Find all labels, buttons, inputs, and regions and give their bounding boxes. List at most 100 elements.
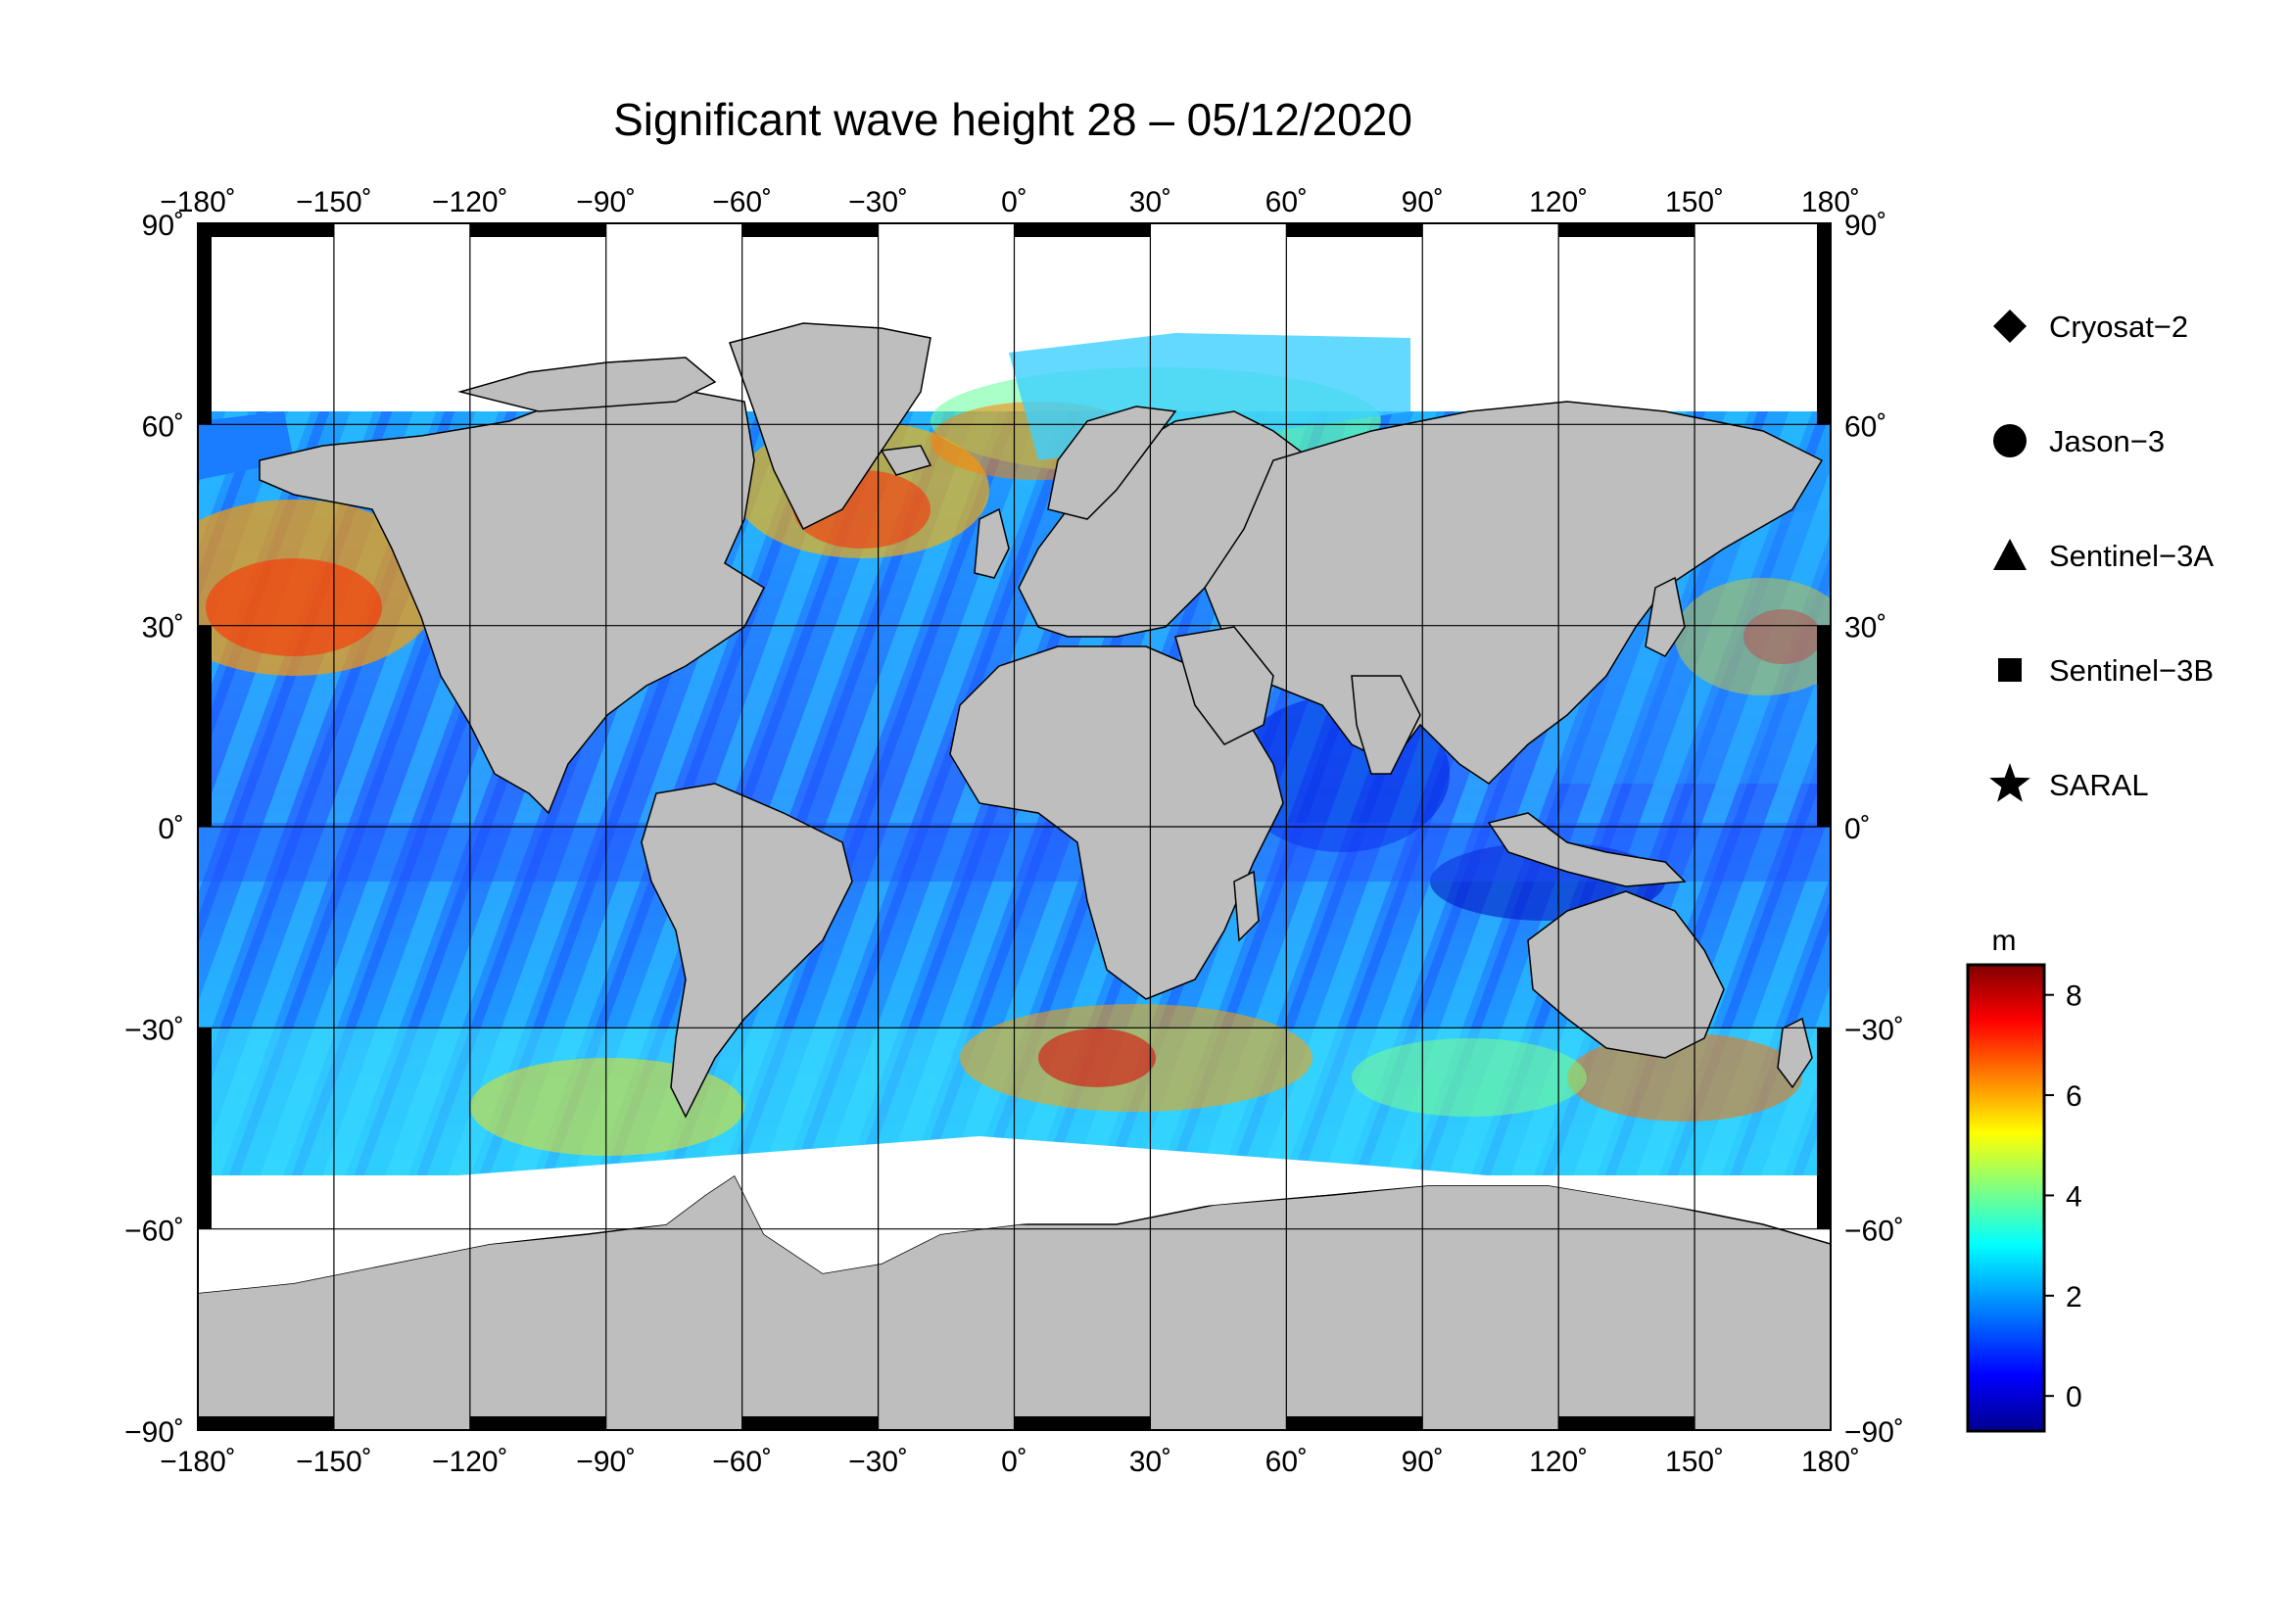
land-iceland bbox=[880, 445, 932, 476]
lon-tick-label-bottom: −150˚ bbox=[296, 1446, 372, 1478]
colorbar-tick-label: 0 bbox=[2066, 1381, 2082, 1413]
frame-bar-top bbox=[1558, 223, 1695, 237]
lon-tick-label-top: −120˚ bbox=[432, 186, 508, 218]
lat-tick-label-left: 30˚ bbox=[142, 612, 184, 645]
lat-tick-label-left: −30˚ bbox=[124, 1014, 184, 1046]
satellite-legend: Cryosat−2 Jason−3 Sentinel−3A Sentinel−3B SA… bbox=[1989, 310, 2214, 802]
lon-tick-label-top: −60˚ bbox=[712, 186, 772, 218]
lat-tick-label-right: 30˚ bbox=[1844, 612, 1886, 645]
lon-tick-label-top: 120˚ bbox=[1529, 186, 1588, 218]
star-marker-icon bbox=[1989, 763, 2030, 802]
lon-tick-label-bottom: −90˚ bbox=[576, 1446, 636, 1478]
map-title: Significant wave height 28 – 05/12/2020 bbox=[613, 94, 1412, 145]
frame-bar-bottom bbox=[741, 1416, 879, 1430]
legend-item-triangle: Sentinel−3A bbox=[1993, 539, 2214, 573]
land-arctic-islands bbox=[457, 357, 717, 412]
colorbar-tick-label: 4 bbox=[2066, 1180, 2082, 1213]
colorbar-tick-label: 2 bbox=[2066, 1281, 2082, 1314]
lat-tick-label-right: −90˚ bbox=[1844, 1416, 1904, 1449]
lon-tick-label-bottom: 180˚ bbox=[1801, 1446, 1860, 1478]
colorbar-tick-label: 6 bbox=[2066, 1080, 2082, 1113]
square-marker-icon bbox=[1998, 658, 2022, 682]
land-scandinavia bbox=[1047, 406, 1177, 520]
grid-lines bbox=[198, 223, 1831, 1430]
legend-label: Sentinel−3B bbox=[2049, 653, 2214, 688]
lat-tick-label-right: 60˚ bbox=[1844, 410, 1886, 443]
colorbar-tick-label: 8 bbox=[2066, 980, 2082, 1013]
lon-tick-label-bottom: −60˚ bbox=[712, 1446, 772, 1478]
frame-bar-right bbox=[1817, 1027, 1831, 1229]
land-new-zealand bbox=[1777, 1017, 1813, 1089]
legend-item-star: SARAL bbox=[1989, 763, 2149, 802]
circle-marker-icon bbox=[1993, 424, 2027, 457]
colorbar: m 0 2 4 6 8 bbox=[1966, 925, 2082, 1433]
colorbar-unit: m bbox=[1992, 925, 2017, 957]
lon-tick-label-top: 60˚ bbox=[1265, 186, 1308, 218]
lon-tick-label-bottom: −30˚ bbox=[848, 1446, 908, 1478]
legend-item-circle: Jason−3 bbox=[1993, 424, 2165, 458]
lon-tick-label-bottom: 0˚ bbox=[1001, 1446, 1027, 1478]
map-frame-bars bbox=[198, 223, 1831, 1430]
diamond-marker-icon bbox=[1993, 310, 2027, 343]
lat-tick-label-left: −60˚ bbox=[124, 1216, 184, 1248]
lon-tick-label-bottom: 150˚ bbox=[1665, 1446, 1724, 1478]
frame-bar-bottom bbox=[469, 1416, 606, 1430]
lon-tick-label-bottom: −120˚ bbox=[432, 1446, 508, 1478]
land-arabia bbox=[1174, 626, 1274, 745]
legend-label: Cryosat−2 bbox=[2049, 310, 2188, 344]
land-indonesia bbox=[1487, 812, 1687, 887]
lat-tick-label-right: −30˚ bbox=[1844, 1014, 1904, 1046]
frame-bar-left bbox=[198, 223, 212, 425]
frame-bar-left bbox=[198, 1027, 212, 1229]
lon-tick-label-bottom: 120˚ bbox=[1529, 1446, 1588, 1478]
frame-bar-left bbox=[198, 625, 212, 827]
lat-tick-label-left: 0˚ bbox=[158, 813, 184, 845]
lat-tick-label-left: −90˚ bbox=[124, 1416, 184, 1449]
land-south-america bbox=[641, 783, 853, 1119]
frame-bar-bottom bbox=[1558, 1416, 1695, 1430]
lon-tick-label-top: −180˚ bbox=[160, 186, 236, 218]
colorbar-ticks: 0 2 4 6 8 bbox=[2044, 980, 2082, 1413]
land-australia bbox=[1527, 890, 1725, 1059]
legend-label: SARAL bbox=[2049, 768, 2149, 802]
lat-tick-label-left: 60˚ bbox=[142, 410, 184, 443]
frame-bar-top bbox=[198, 223, 334, 237]
lat-tick-label-right: −60˚ bbox=[1844, 1216, 1904, 1248]
land-madagascar bbox=[1233, 870, 1260, 942]
lon-tick-label-top: −150˚ bbox=[296, 186, 372, 218]
legend-label: Jason−3 bbox=[2049, 424, 2165, 458]
frame-bar-bottom bbox=[198, 1416, 334, 1430]
land-uk bbox=[974, 507, 1010, 579]
land-japan bbox=[1645, 576, 1686, 657]
lon-tick-label-top: −30˚ bbox=[848, 186, 908, 218]
lon-tick-label-bottom: 30˚ bbox=[1129, 1446, 1171, 1478]
lon-tick-label-top: 90˚ bbox=[1402, 186, 1444, 218]
lon-tick-label-top: 30˚ bbox=[1129, 186, 1171, 218]
lat-tick-label-left: 90˚ bbox=[142, 210, 184, 242]
lat-tick-label-right: 0˚ bbox=[1844, 813, 1871, 845]
legend-item-diamond: Cryosat−2 bbox=[1993, 310, 2188, 344]
land-india bbox=[1351, 675, 1421, 775]
legend-item-square: Sentinel−3B bbox=[1998, 653, 2214, 688]
frame-bar-top bbox=[1286, 223, 1423, 237]
frame-bar-bottom bbox=[1014, 1416, 1151, 1430]
frame-bar-top bbox=[1014, 223, 1151, 237]
frame-bar-top bbox=[741, 223, 879, 237]
map-area bbox=[198, 223, 1831, 1430]
frame-bar-top bbox=[469, 223, 606, 237]
frame-bar-right bbox=[1817, 625, 1831, 827]
lon-tick-label-bottom: 60˚ bbox=[1265, 1446, 1308, 1478]
lat-tick-label-right: 90˚ bbox=[1844, 210, 1886, 242]
land-africa bbox=[949, 645, 1284, 1000]
frame-bar-bottom bbox=[1286, 1416, 1423, 1430]
lon-tick-label-top: −90˚ bbox=[576, 186, 636, 218]
lon-tick-label-bottom: 90˚ bbox=[1402, 1446, 1444, 1478]
lon-tick-label-bottom: −180˚ bbox=[160, 1446, 236, 1478]
legend-label: Sentinel−3A bbox=[2049, 539, 2214, 573]
lon-tick-label-top: 180˚ bbox=[1801, 186, 1860, 218]
frame-bar-right bbox=[1817, 223, 1831, 425]
triangle-marker-icon bbox=[1993, 539, 2027, 570]
lon-tick-label-top: 150˚ bbox=[1665, 186, 1724, 218]
